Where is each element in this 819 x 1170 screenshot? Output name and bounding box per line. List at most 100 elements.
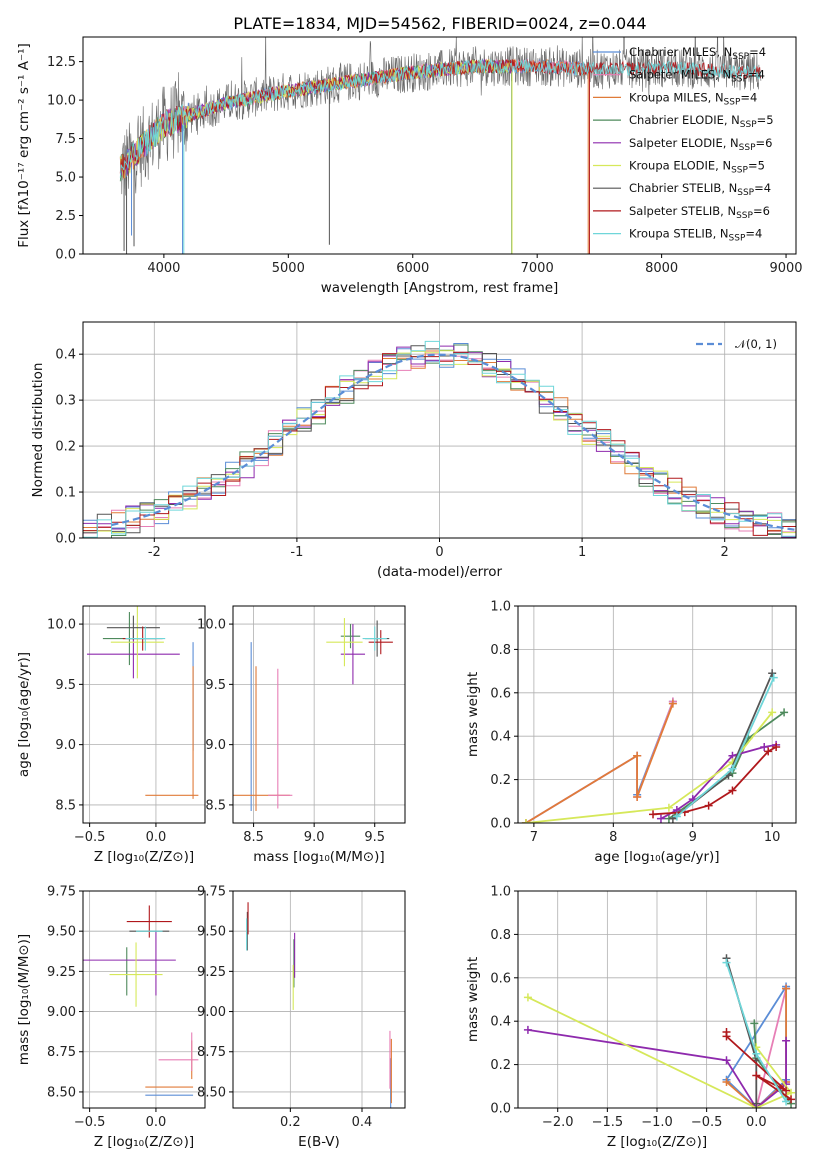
plus-marker <box>782 1036 791 1045</box>
y-tick-label: 0.6 <box>490 971 511 986</box>
series-line <box>652 746 777 816</box>
plot-area <box>86 606 199 799</box>
legend: Chabrier MILES, NSSP=4 Salpeter MILES, NS… <box>593 45 774 244</box>
plus-marker <box>668 699 677 708</box>
y-tick-label: 8.50 <box>47 1085 76 1100</box>
legend-entry: Kroupa MILES, NSSP=4 <box>629 90 757 107</box>
series-line <box>527 1029 787 1108</box>
y-tick-label: 12.5 <box>47 55 76 70</box>
panel-age_vs_massweight: 7 8 9 10 0.0 0.2 0.4 0.6 0.8 1.0 age [log₁₀(age/yr… <box>465 600 797 865</box>
x-tick-label: 0.0 <box>746 1115 767 1130</box>
plus-marker <box>752 1099 761 1108</box>
plus-marker <box>752 1049 761 1058</box>
plus-marker <box>768 669 777 678</box>
x-tick-label: −1.5 <box>592 1115 624 1130</box>
gaussian-curve <box>111 353 796 531</box>
y-tick-label: 10.0 <box>47 618 76 633</box>
plus-marker <box>722 1056 731 1065</box>
x-tick-label: 9 <box>689 830 697 845</box>
y-axis-label: Flux [fλ10⁻¹⁷ erg cm⁻² s⁻¹ A⁻¹] <box>16 43 32 248</box>
legend-entry: Kroupa ELODIE, NSSP=5 <box>629 159 765 176</box>
y-tick-label: 5.0 <box>55 171 76 186</box>
histogram-step <box>83 340 796 538</box>
y-tick-label: 9.5 <box>205 678 226 693</box>
x-tick-label: 5000 <box>272 261 305 276</box>
axes-frame <box>82 321 797 539</box>
plus-marker <box>782 984 791 993</box>
plot-area <box>523 954 796 1108</box>
y-tick-label: 10.0 <box>47 94 76 109</box>
x-tick-label: −2.0 <box>542 1115 574 1130</box>
x-tick-label: -1 <box>290 545 303 560</box>
legend-entry: Chabrier MILES, NSSP=4 <box>629 45 766 62</box>
plus-marker <box>664 803 673 812</box>
y-tick-label: 8.75 <box>47 1045 76 1060</box>
y-tick-label: 0.8 <box>490 928 511 943</box>
x-tick-label: 8.5 <box>243 830 264 845</box>
axes-frame <box>232 890 406 1109</box>
plus-marker <box>728 764 737 773</box>
x-tick-label: 7 <box>530 830 538 845</box>
x-tick-label: -2 <box>148 545 161 560</box>
x-tick-label: −0.5 <box>74 830 106 845</box>
y-tick-label: 9.75 <box>197 885 226 900</box>
y-tick-label: 9.0 <box>205 738 226 753</box>
y-tick-label: 0.4 <box>55 348 76 363</box>
y-tick-label: 8.5 <box>55 798 76 813</box>
y-tick-label: 0.6 <box>490 686 511 701</box>
y-tick-label: 9.00 <box>197 1005 226 1020</box>
plot-area <box>83 905 199 1096</box>
y-tick-label: 0.4 <box>490 1015 511 1030</box>
plus-marker <box>633 792 642 801</box>
y-tick-label: 9.25 <box>47 965 76 980</box>
y-tick-label: 1.0 <box>490 885 511 900</box>
plus-marker <box>722 958 731 967</box>
x-tick-label: 0.4 <box>352 1115 373 1130</box>
y-tick-label: 9.25 <box>197 965 226 980</box>
y-tick-label: 8.5 <box>205 798 226 813</box>
plus-marker <box>704 801 713 810</box>
y-tick-label: 7.5 <box>55 132 76 147</box>
x-tick-label: 8000 <box>645 261 678 276</box>
panel-residuals: -2 -1 0 1 2 0.0 0.1 0.2 0.3 0.4 (data-model)/error… <box>30 321 797 580</box>
y-axis-label: mass [log₁₀(M/M⊙)] <box>16 934 32 1065</box>
plus-marker <box>780 708 789 717</box>
plus-marker <box>752 1071 761 1080</box>
y-axis-label: mass weight <box>465 672 481 757</box>
legend-entry: 𝒩(0, 1) <box>735 337 777 351</box>
plus-marker <box>521 819 530 823</box>
x-axis-label: Z [log₁₀(Z/Z⊙)] <box>94 1134 194 1150</box>
spectrum-line <box>119 59 761 178</box>
axes-frame <box>232 605 406 824</box>
y-tick-label: 0.4 <box>490 730 511 745</box>
plus-marker <box>649 810 658 819</box>
x-tick-label: −1.0 <box>641 1115 673 1130</box>
plus-marker <box>760 743 769 752</box>
plus-marker <box>656 814 665 823</box>
x-tick-label: 8 <box>609 830 617 845</box>
axes-frame <box>82 890 206 1109</box>
plus-marker <box>764 747 773 756</box>
x-tick-label: 6000 <box>396 261 429 276</box>
series-line <box>527 996 793 1108</box>
plus-marker <box>750 1019 759 1028</box>
y-tick-label: 9.50 <box>47 925 76 940</box>
y-tick-label: 9.5 <box>55 678 76 693</box>
x-tick-label: 2 <box>721 545 729 560</box>
panel-mass_vs_age: 8.5 9.0 9.5 8.5 9.0 9.5 10.0 mass [log₁₀(M/M⊙)] <box>197 605 406 865</box>
x-tick-label: 1 <box>578 545 586 560</box>
x-tick-label: −0.5 <box>691 1115 723 1130</box>
plus-marker <box>523 1025 532 1034</box>
x-tick-label: 10 <box>764 830 781 845</box>
x-tick-label: 0.0 <box>146 1115 167 1130</box>
y-tick-label: 1.0 <box>490 600 511 615</box>
series-line <box>525 711 773 823</box>
y-tick-label: 0.2 <box>55 440 76 455</box>
x-tick-label: 0 <box>435 545 443 560</box>
legend-entry: Chabrier STELIB, NSSP=4 <box>629 181 771 198</box>
y-tick-label: 9.50 <box>197 925 226 940</box>
x-axis-label: age [log₁₀(age/yr)] <box>594 849 719 865</box>
y-tick-label: 9.0 <box>55 738 76 753</box>
x-axis-label: mass [log₁₀(M/M⊙)] <box>253 849 384 865</box>
spectrum-line <box>119 59 513 178</box>
